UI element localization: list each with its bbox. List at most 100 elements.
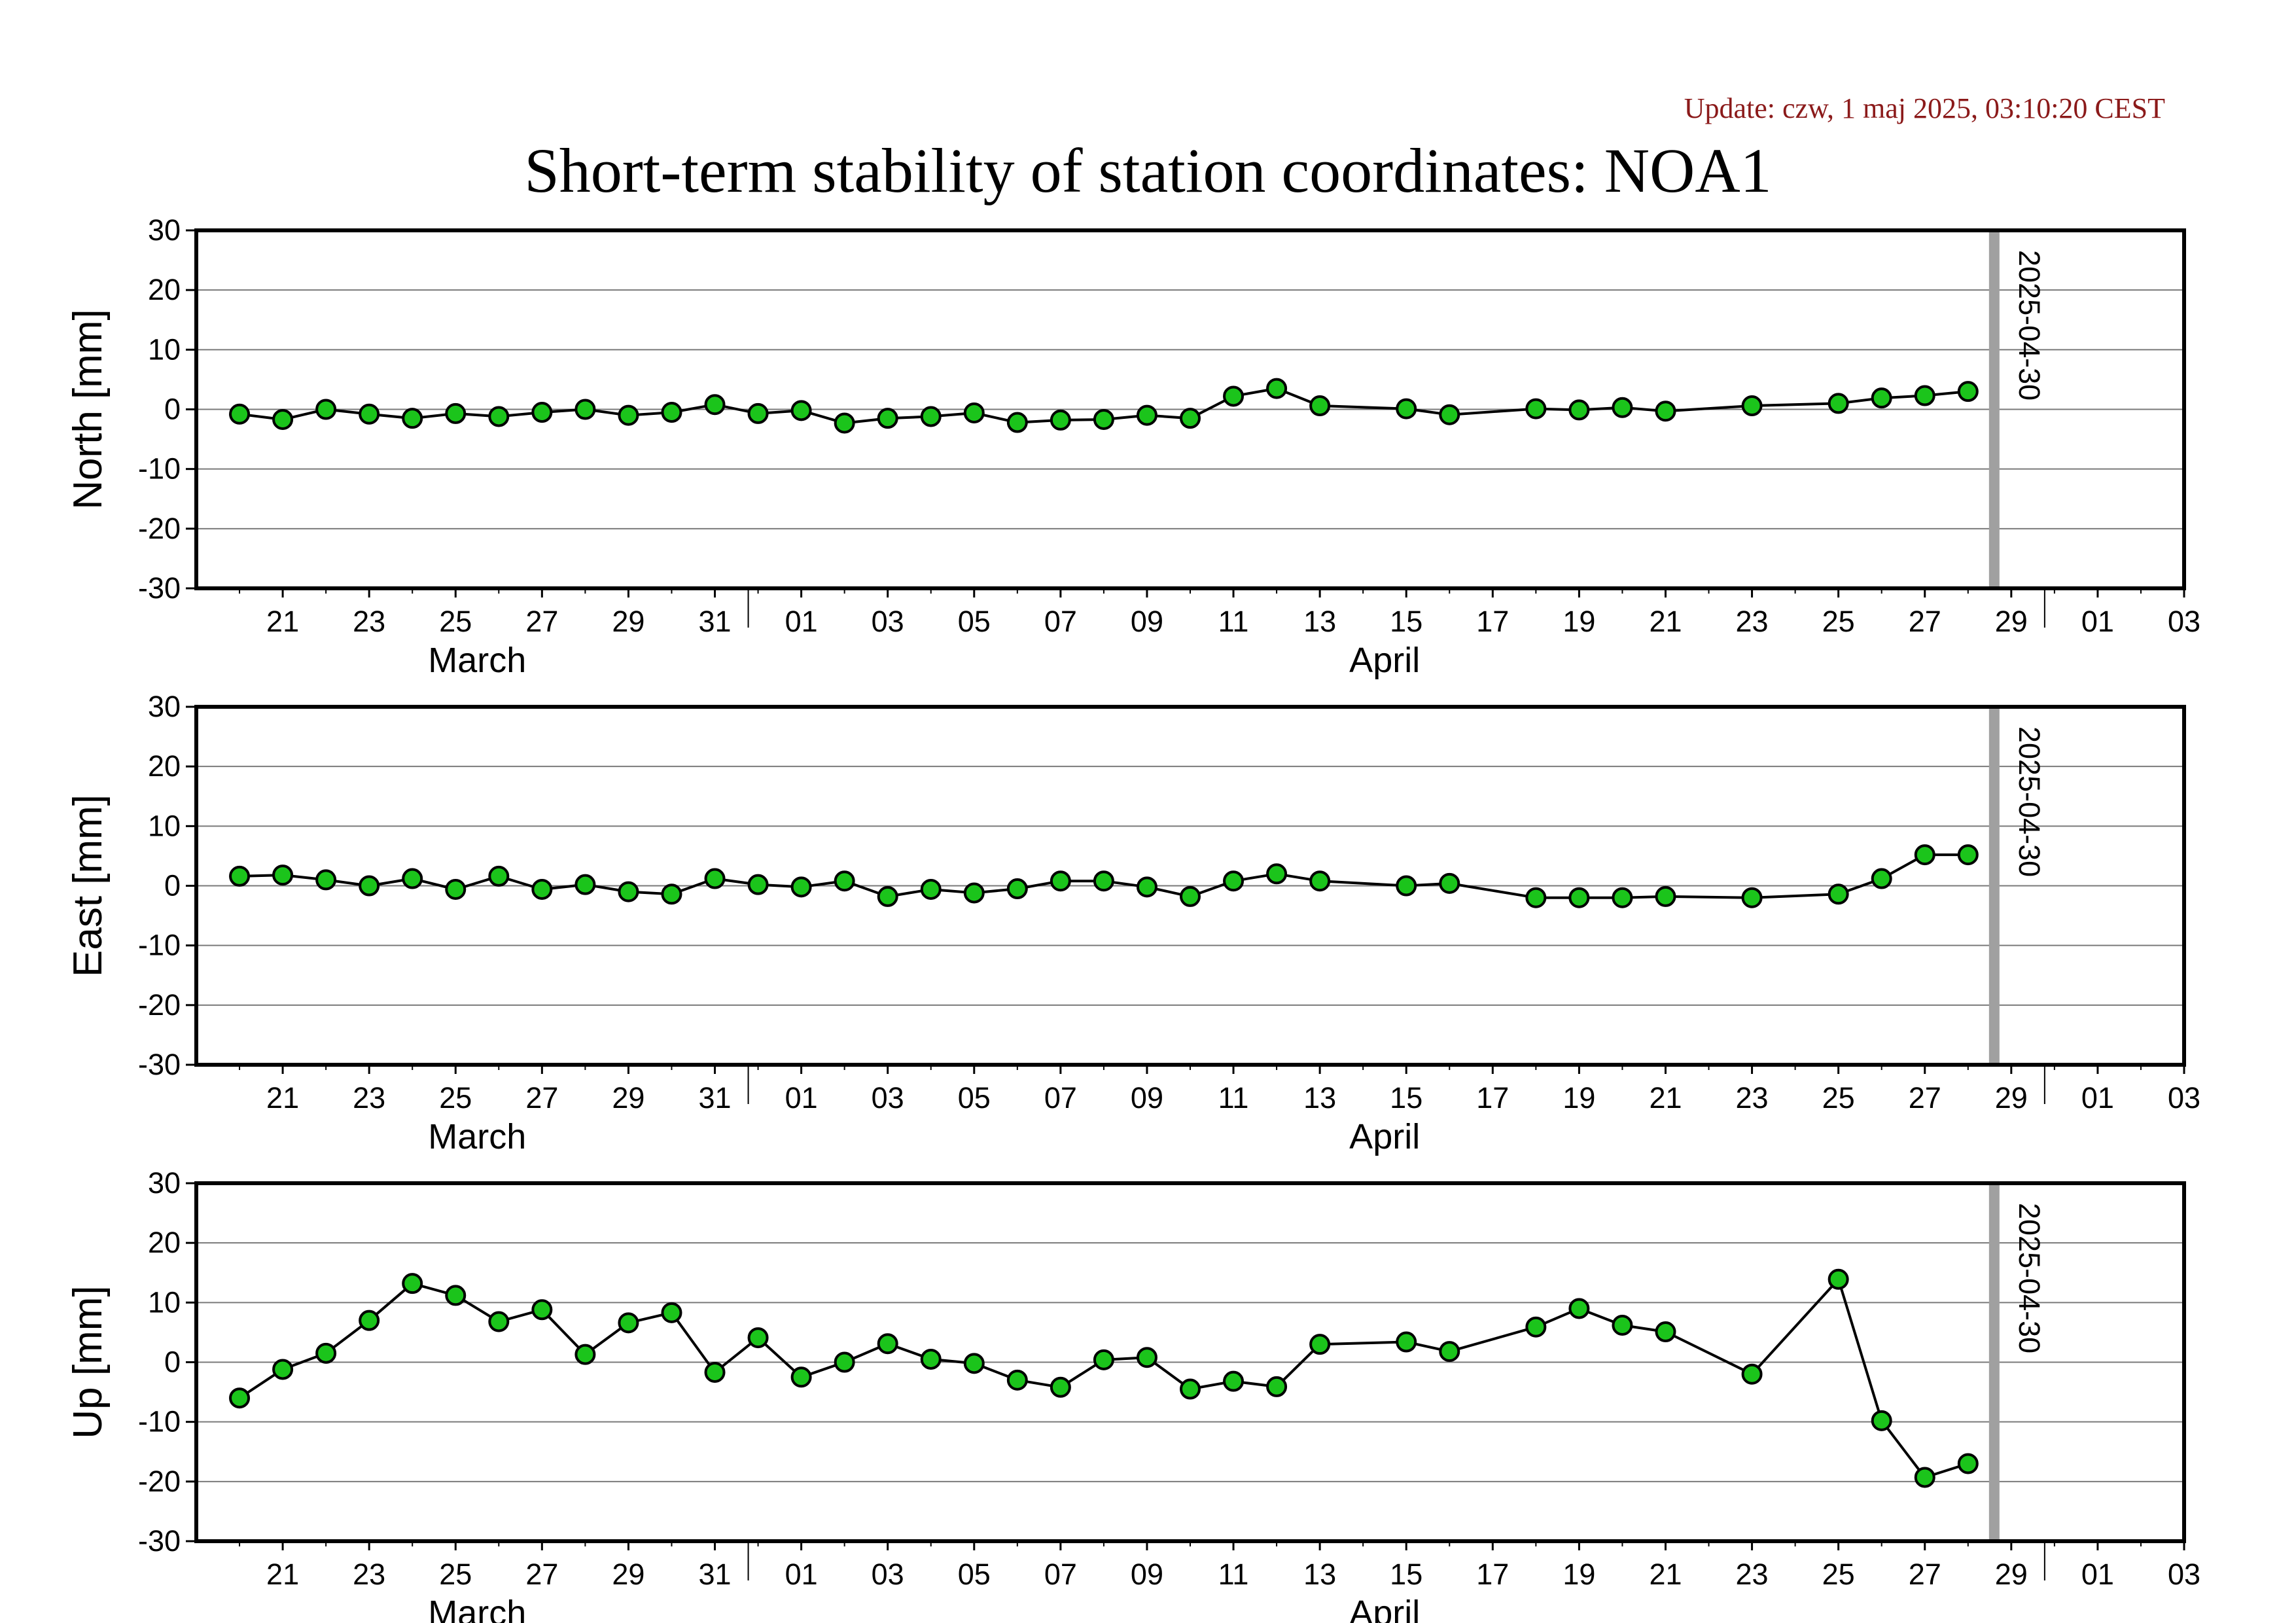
- data-point: [574, 1344, 596, 1365]
- x-tick-label: 03: [2168, 1558, 2200, 1591]
- x-tick-label: 27: [1909, 605, 1941, 638]
- x-tick-label: 11: [1218, 605, 1249, 638]
- x-tick-label: 01: [2081, 1081, 2114, 1115]
- data-point: [1612, 887, 1633, 908]
- data-point: [790, 876, 812, 898]
- x-tick-label: 09: [1131, 1081, 1163, 1115]
- x-tick-label: 11: [1218, 1558, 1249, 1591]
- data-point: [747, 874, 769, 895]
- data-point: [1741, 1363, 1763, 1385]
- data-point: [445, 402, 467, 424]
- x-tick-label: 21: [266, 1081, 299, 1115]
- data-point: [315, 869, 337, 891]
- data-point: [1871, 387, 1892, 409]
- data-point: [920, 1348, 942, 1370]
- x-tick-label: 21: [266, 605, 299, 638]
- x-tick-label: 05: [958, 605, 991, 638]
- x-tick-label: 23: [353, 605, 385, 638]
- x-tick-label: 21: [1649, 1558, 1682, 1591]
- data-point: [531, 878, 553, 900]
- data-point: [272, 1359, 294, 1380]
- x-tick-label: 01: [2081, 605, 2114, 638]
- x-tick-label: 15: [1390, 1558, 1422, 1591]
- data-point: [1180, 408, 1201, 429]
- data-point: [1223, 1370, 1245, 1392]
- x-tick-label: 25: [1822, 1081, 1855, 1115]
- data-point: [1180, 1378, 1201, 1400]
- data-point: [618, 404, 639, 426]
- data-point: [1136, 876, 1157, 898]
- x-tick-label: 01: [785, 1558, 818, 1591]
- data-point: [1957, 381, 1979, 402]
- x-tick-label: 31: [698, 605, 731, 638]
- x-tick-label: 05: [958, 1081, 991, 1115]
- data-point: [661, 402, 682, 423]
- data-point: [1914, 844, 1935, 866]
- x-tick-label: 17: [1476, 1558, 1509, 1591]
- data-point: [1741, 395, 1763, 417]
- data-point: [1741, 887, 1763, 908]
- x-tick-label: 23: [353, 1081, 385, 1115]
- reference-date-label: 2025-04-30: [2013, 250, 2046, 401]
- x-tick-label: 29: [1995, 1558, 2028, 1591]
- month-label: April: [1349, 1594, 1420, 1623]
- data-point: [1439, 404, 1460, 425]
- data-point: [877, 885, 898, 907]
- data-point: [1136, 404, 1157, 426]
- x-tick-label: 27: [1909, 1081, 1941, 1115]
- x-tick-label: 27: [1909, 1558, 1941, 1591]
- x-tick-label: 01: [2081, 1558, 2114, 1591]
- data-point: [834, 1351, 855, 1373]
- x-tick-label: 19: [1563, 1081, 1595, 1115]
- month-label: April: [1349, 1117, 1420, 1156]
- x-tick-label: 07: [1044, 605, 1077, 638]
- data-point: [920, 878, 942, 900]
- x-tick-label: 03: [2168, 1081, 2200, 1115]
- y-tick-label: 20: [148, 749, 181, 783]
- x-tick-label: 19: [1563, 1558, 1595, 1591]
- data-point: [229, 865, 251, 887]
- x-tick-label: 09: [1131, 1558, 1163, 1591]
- data-point: [1871, 1410, 1892, 1431]
- x-tick-label: 01: [785, 605, 818, 638]
- y-axis-label: East [mm]: [65, 794, 111, 977]
- y-tick-label: -20: [138, 1465, 181, 1498]
- data-point: [834, 412, 855, 434]
- series-line: [238, 1277, 1969, 1479]
- month-label: March: [428, 1117, 526, 1156]
- data-point: [402, 868, 423, 889]
- data-point: [1050, 1376, 1071, 1398]
- data-point: [1050, 870, 1071, 892]
- x-tick-label: 17: [1476, 605, 1509, 638]
- data-point: [790, 1366, 812, 1388]
- data-point: [402, 1273, 423, 1294]
- x-tick-label: 21: [266, 1558, 299, 1591]
- x-tick-label: 29: [612, 605, 645, 638]
- data-point: [1093, 870, 1114, 892]
- y-tick-label: -10: [138, 1405, 181, 1438]
- x-tick-label: 01: [785, 1081, 818, 1115]
- month-label: April: [1349, 641, 1420, 680]
- x-tick-label: 31: [698, 1081, 731, 1115]
- y-axis-label: North [mm]: [65, 309, 111, 510]
- x-tick-label: 07: [1044, 1081, 1077, 1115]
- y-tick-label: 10: [148, 332, 181, 366]
- data-point: [963, 1353, 985, 1374]
- data-point: [445, 1285, 467, 1306]
- data-point: [963, 402, 985, 423]
- data-point: [1828, 1268, 1849, 1290]
- x-tick-label: 21: [1649, 1081, 1682, 1115]
- y-tick-label: -30: [138, 1048, 181, 1081]
- data-point: [488, 1311, 510, 1332]
- data-point: [1525, 1316, 1547, 1338]
- x-tick-label: 25: [439, 605, 472, 638]
- y-tick-label: -10: [138, 929, 181, 962]
- data-point: [1655, 401, 1676, 422]
- y-tick-label: 0: [164, 393, 181, 426]
- y-axis-label: Up [mm]: [65, 1285, 111, 1438]
- x-tick-label: 21: [1649, 605, 1682, 638]
- x-tick-label: 13: [1303, 605, 1336, 638]
- x-tick-label: 13: [1303, 1558, 1336, 1591]
- month-label: March: [428, 641, 526, 680]
